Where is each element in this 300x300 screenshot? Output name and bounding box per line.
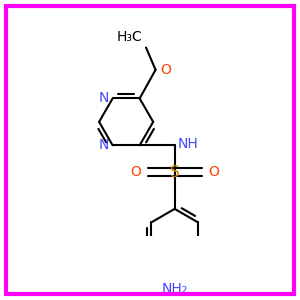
Text: O: O	[130, 165, 141, 179]
Text: N: N	[98, 138, 109, 152]
Text: S: S	[170, 165, 179, 180]
Text: NH₂: NH₂	[161, 282, 188, 296]
Text: NH: NH	[178, 137, 199, 151]
Text: O: O	[208, 165, 219, 179]
Text: H₃C: H₃C	[117, 30, 143, 44]
Text: N: N	[98, 92, 109, 106]
Text: O: O	[160, 63, 171, 77]
